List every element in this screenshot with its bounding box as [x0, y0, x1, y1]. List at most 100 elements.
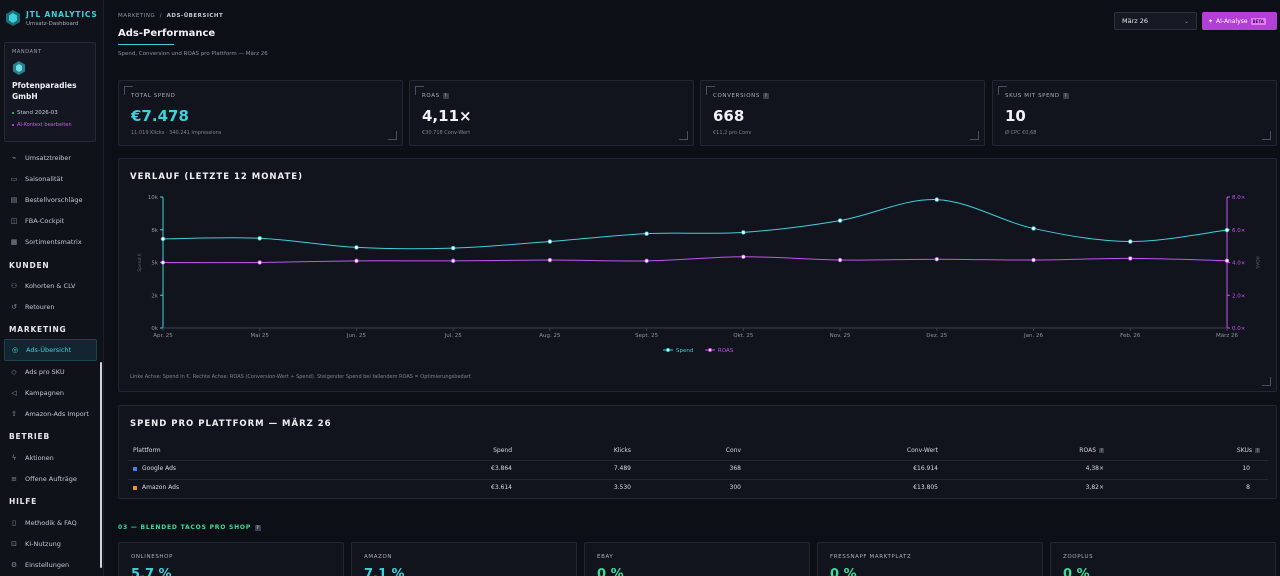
ai-context-text: AI-Kontext bearbeiten: [17, 122, 72, 128]
sparkle-icon: ✦: [1208, 17, 1214, 25]
left-tick-label: 2k: [151, 293, 158, 299]
x-tick-label: Mai 25: [251, 333, 270, 339]
sidebar-item-kampagnen[interactable]: ◁ Kampagnen: [4, 382, 97, 404]
info-icon[interactable]: ?: [763, 93, 769, 99]
x-tick-label: Jul. 25: [444, 333, 463, 339]
roas-point: [644, 258, 649, 264]
conv-cell: 300: [729, 484, 741, 491]
column-header[interactable]: Spend: [493, 447, 512, 454]
ai-context-link[interactable]: AI-Kontext bearbeiten: [12, 122, 88, 128]
breadcrumb-parent[interactable]: MARKETING: [118, 13, 156, 19]
sidebar-item-label: Amazon-Ads Import: [25, 410, 89, 418]
sidebar-item-saisonalitaet[interactable]: ▭ Saisonalität: [4, 168, 97, 190]
page-title: Ads-Performance: [118, 28, 216, 39]
x-tick-label: Apr. 25: [153, 333, 173, 339]
month-select[interactable]: März 26 ⌄: [1114, 12, 1197, 30]
google-swatch-icon: [133, 466, 137, 471]
column-header-text: SKUs: [1236, 447, 1252, 454]
column-header[interactable]: SKUs?: [1237, 447, 1260, 454]
left-tick-label: 10k: [148, 195, 159, 201]
roas-point: [450, 258, 456, 264]
column-header[interactable]: Klicks: [613, 447, 631, 454]
sidebar-item-einstellungen[interactable]: ⚙ Einstellungen: [4, 554, 97, 576]
roas-point: [837, 257, 843, 263]
sidebar-item-amazon-ads-import[interactable]: ⇧ Amazon-Ads Import: [4, 403, 97, 425]
sidebar-item-ads-uebersicht[interactable]: ◎ Ads-Übersicht: [4, 339, 97, 361]
left-axis-label: Spend €: [137, 253, 143, 272]
kpi-value: 10: [1005, 107, 1026, 125]
shop-label: ONLINESHOP: [131, 554, 173, 560]
right-axis-label: ROAS: [1254, 256, 1260, 269]
kpi-label-text: SKUS MIT SPEND: [1005, 93, 1060, 99]
beta-badge: BETA: [1250, 17, 1266, 25]
sidebar-item-aktionen[interactable]: ϟ Aktionen: [4, 447, 97, 469]
ai-analyse-button[interactable]: ✦ AI-Analyse BETA: [1202, 12, 1277, 30]
kpi-sub: €11,2 pro Conv: [713, 130, 752, 136]
sidebar-item-kohorten[interactable]: ⚇ Kohorten & CLV: [4, 275, 97, 297]
mandant-stand: Stand 2026-03: [12, 110, 88, 116]
column-header[interactable]: Conv: [725, 447, 741, 454]
section-marketing: MARKETING: [9, 325, 67, 334]
sidebar: JTL ANALYTICS Umsatz-Dashboard MANDANT P…: [0, 0, 104, 576]
spend-series-line: [162, 199, 1228, 250]
sidebar-item-fba-cockpit[interactable]: ◫ FBA-Cockpit: [4, 210, 97, 232]
info-icon[interactable]: ?: [255, 524, 262, 531]
page-subtitle: Spend, Conversion und ROAS pro Plattform…: [118, 51, 268, 57]
skus-cell: 8: [1246, 484, 1250, 491]
sidebar-item-umsatztreiber[interactable]: ⌁ Umsatztreiber: [4, 147, 97, 169]
target-icon: ◎: [11, 346, 19, 354]
conv-value-cell: €13.805: [913, 484, 938, 491]
sidebar-item-ki-nutzung[interactable]: ⊡ KI-Nutzung: [4, 533, 97, 555]
roas-cell: 3,82×: [1085, 484, 1104, 491]
kpi-value: €7.478: [131, 107, 189, 125]
brand[interactable]: JTL ANALYTICS Umsatz-Dashboard: [6, 10, 98, 27]
kpi-label: TOTAL SPEND: [131, 93, 175, 99]
sidebar-item-label: Aktionen: [25, 454, 54, 462]
sidebar-item-offene-auftraege[interactable]: ≡ Offene Aufträge: [4, 468, 97, 490]
info-icon[interactable]: ?: [1255, 448, 1260, 453]
sidebar-item-methodik[interactable]: ▯ Methodik & FAQ: [4, 512, 97, 534]
table-header-row: Plattform Spend Klicks Conv Conv-Wert RO…: [128, 443, 1268, 462]
mandant-stand-text: Stand 2026-03: [17, 110, 58, 116]
sidebar-item-sortimentsmatrix[interactable]: ▦ Sortimentsmatrix: [4, 231, 97, 253]
mandant-card[interactable]: MANDANT Pfotenparadies GmbH Stand 2026-0…: [4, 42, 96, 142]
right-tick-label: 2.0×: [1232, 293, 1245, 299]
breadcrumb: MARKETING / ADS-ÜBERSICHT: [118, 13, 223, 19]
info-icon[interactable]: ?: [1062, 93, 1069, 99]
sidebar-item-label: Ads-Übersicht: [26, 346, 72, 354]
corner-bracket: [970, 131, 979, 140]
sidebar-scrollbar[interactable]: [100, 362, 102, 568]
x-tick-label: Nov. 25: [830, 333, 851, 339]
info-icon[interactable]: ?: [442, 93, 449, 99]
sidebar-item-ads-pro-sku[interactable]: ◇ Ads pro SKU: [4, 361, 97, 383]
section-betrieb: BETRIEB: [9, 432, 50, 441]
sidebar-item-label: Kohorten & CLV: [25, 282, 76, 290]
column-header[interactable]: Plattform: [133, 447, 161, 454]
kpi-label-text: ROAS: [422, 93, 440, 99]
spend-point: [837, 218, 843, 223]
chart-title: VERLAUF (LETZTE 12 MONATE): [130, 172, 303, 182]
upload-icon: ⇧: [11, 410, 17, 418]
roas-legend-marker: [708, 348, 712, 352]
x-tick-label: Okt. 25: [733, 333, 754, 339]
roas-point: [1128, 256, 1133, 261]
info-icon[interactable]: ?: [1099, 448, 1104, 453]
left-tick-label: 5k: [151, 261, 158, 267]
spend-roas-chart: 0k 2k 5k 8k 10k 0.0× 2.0× 4.0× 6.0× 8.0× Spend € RO…: [137, 195, 1260, 354]
sidebar-item-label: Offene Aufträge: [25, 475, 77, 483]
shop-card-ebay: EBAY 0 %: [584, 542, 810, 576]
gear-icon: ⚙: [10, 561, 18, 569]
roas-series-line: [162, 256, 1228, 264]
spend-point: [257, 236, 262, 241]
roas-legend-label: ROAS: [718, 348, 734, 354]
table-row[interactable]: Amazon Ads €3.614 3.530 300 €13.805 3,82…: [128, 479, 1268, 498]
column-header[interactable]: Conv-Wert: [906, 447, 938, 454]
sidebar-item-bestellvorschlaege[interactable]: ▤ Bestellvorschläge: [4, 189, 97, 211]
column-header[interactable]: ROAS?: [1079, 447, 1104, 454]
table-row[interactable]: Google Ads €3.864 7.489 368 €16.914 4,38…: [128, 460, 1268, 479]
sidebar-item-retouren[interactable]: ↺ Retouren: [4, 296, 97, 318]
left-tick-label: 8k: [151, 228, 158, 234]
skus-cell: 10: [1242, 465, 1250, 472]
kpi-card-skus: SKUS MIT SPEND? 10 Ø CPC €0,68: [992, 80, 1277, 146]
spend-point: [354, 245, 359, 250]
